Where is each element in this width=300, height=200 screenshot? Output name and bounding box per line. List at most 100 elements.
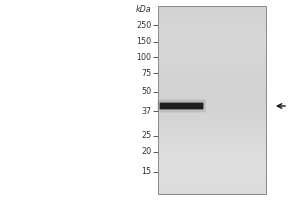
- Bar: [158, 37, 266, 39]
- Bar: [158, 187, 266, 189]
- Bar: [158, 86, 266, 87]
- Bar: [158, 137, 266, 139]
- Bar: [158, 43, 266, 45]
- Bar: [158, 21, 266, 23]
- Bar: [158, 67, 266, 69]
- Bar: [158, 147, 266, 149]
- Text: 100: 100: [136, 52, 152, 62]
- Bar: [158, 101, 266, 103]
- Text: 25: 25: [141, 132, 152, 140]
- Bar: [158, 23, 266, 25]
- Bar: [158, 6, 266, 8]
- Bar: [158, 60, 266, 62]
- Bar: [158, 10, 266, 12]
- Bar: [158, 70, 266, 72]
- Bar: [158, 189, 266, 191]
- Bar: [158, 54, 266, 56]
- Bar: [158, 148, 266, 150]
- Text: 15: 15: [141, 168, 152, 176]
- Bar: [158, 38, 266, 40]
- Bar: [158, 190, 266, 192]
- Bar: [158, 162, 266, 164]
- Bar: [158, 78, 266, 80]
- Bar: [158, 111, 266, 113]
- Bar: [158, 31, 266, 33]
- Bar: [158, 184, 266, 186]
- Bar: [158, 183, 266, 185]
- Text: 20: 20: [141, 148, 152, 156]
- Bar: [158, 172, 266, 174]
- Bar: [158, 186, 266, 188]
- Bar: [158, 68, 266, 70]
- Bar: [158, 15, 266, 17]
- Bar: [158, 167, 266, 169]
- Bar: [158, 98, 266, 100]
- Bar: [158, 28, 266, 30]
- Bar: [158, 161, 266, 163]
- Bar: [158, 150, 266, 152]
- Bar: [158, 76, 266, 78]
- Bar: [158, 89, 266, 91]
- Bar: [158, 34, 266, 36]
- Bar: [158, 100, 266, 102]
- Bar: [158, 125, 266, 127]
- Bar: [158, 20, 266, 22]
- Bar: [158, 56, 266, 58]
- Bar: [158, 169, 266, 170]
- Bar: [158, 159, 266, 161]
- Bar: [158, 178, 266, 180]
- Bar: [158, 64, 266, 66]
- Text: kDa: kDa: [136, 4, 152, 14]
- Bar: [158, 32, 266, 34]
- Bar: [158, 123, 266, 125]
- Bar: [158, 57, 266, 59]
- Bar: [158, 122, 266, 124]
- Bar: [158, 29, 266, 31]
- Bar: [158, 140, 266, 142]
- Bar: [158, 143, 266, 145]
- Bar: [158, 139, 266, 141]
- Bar: [158, 71, 266, 73]
- Text: 250: 250: [136, 21, 152, 29]
- Bar: [158, 115, 266, 117]
- Bar: [158, 151, 266, 153]
- Text: 50: 50: [141, 88, 152, 97]
- Bar: [158, 131, 266, 133]
- Bar: [158, 26, 266, 28]
- Bar: [158, 84, 266, 86]
- Bar: [158, 164, 266, 166]
- Bar: [158, 192, 266, 194]
- FancyBboxPatch shape: [157, 100, 206, 112]
- Bar: [158, 96, 266, 98]
- Bar: [158, 136, 266, 138]
- Bar: [158, 154, 266, 156]
- Bar: [158, 93, 266, 95]
- Bar: [158, 82, 266, 84]
- Bar: [158, 107, 266, 109]
- Bar: [158, 73, 266, 75]
- Bar: [158, 106, 266, 108]
- Bar: [158, 109, 266, 111]
- Bar: [158, 65, 266, 67]
- Bar: [158, 176, 266, 178]
- Bar: [158, 104, 266, 106]
- Bar: [158, 112, 266, 114]
- Bar: [158, 18, 266, 20]
- Bar: [158, 42, 266, 44]
- Text: 75: 75: [141, 68, 152, 77]
- Bar: [158, 126, 266, 128]
- Bar: [158, 46, 266, 48]
- Bar: [158, 132, 266, 134]
- Bar: [158, 9, 266, 11]
- Bar: [158, 170, 266, 172]
- Text: 150: 150: [136, 38, 152, 46]
- Bar: [158, 81, 266, 83]
- Bar: [158, 120, 266, 122]
- Bar: [158, 75, 266, 76]
- Bar: [158, 173, 266, 175]
- Bar: [158, 48, 266, 50]
- Bar: [158, 59, 266, 61]
- Bar: [158, 6, 266, 194]
- Bar: [158, 153, 266, 155]
- Bar: [158, 181, 266, 183]
